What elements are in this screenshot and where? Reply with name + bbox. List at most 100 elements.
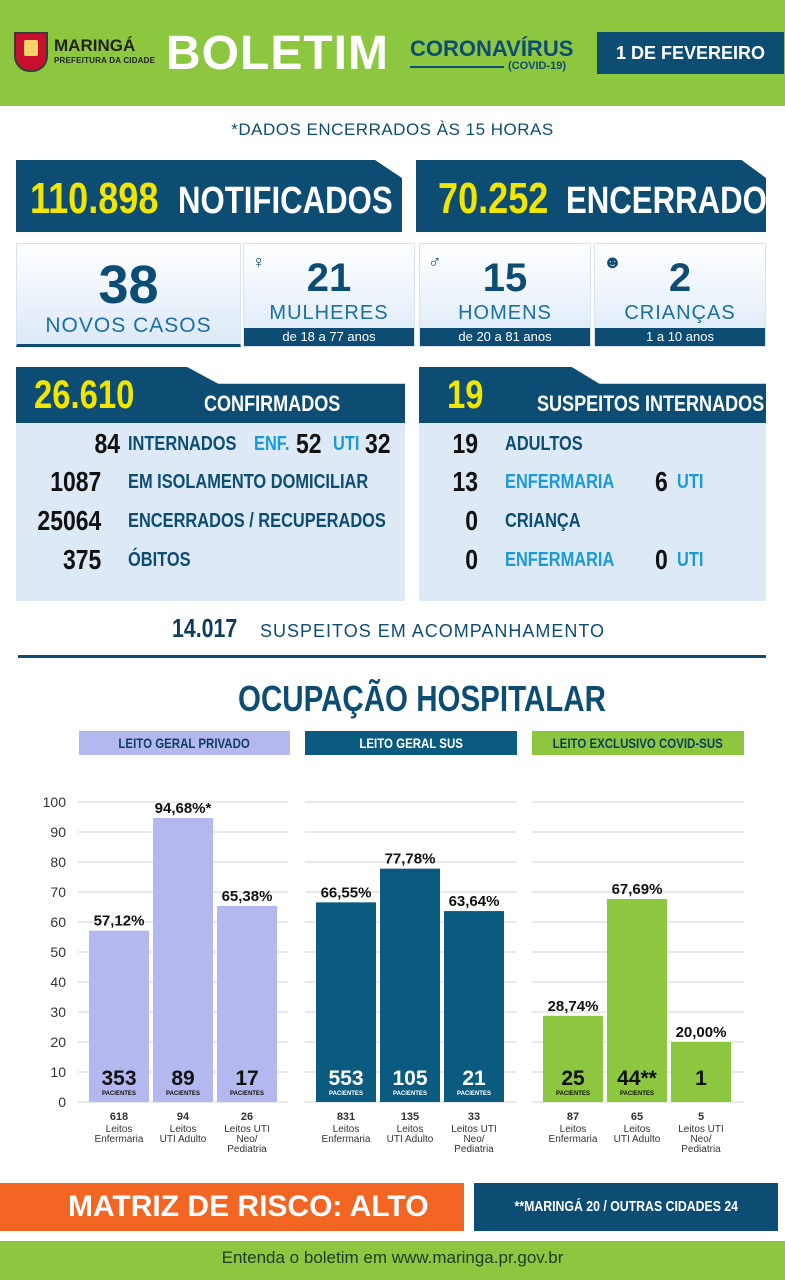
recuperados-row: 25064 ENCERRADOS / RECUPERADOS (16, 504, 442, 538)
bar-pacientes-value: 1 (695, 1067, 707, 1090)
bar-category-label: Leitos UTI (678, 1124, 724, 1135)
cat-header-covid-label: LEITO EXCLUSIVO COVID-SUS (552, 735, 724, 751)
divider (410, 66, 504, 68)
isolamento-label: EM ISOLAMENTO DOMICILIAR (128, 470, 369, 493)
bar-category-label: UTI Adulto (387, 1134, 434, 1145)
bar-pacientes-label: PACIENTES (329, 1091, 363, 1097)
enf-value: 52 (295, 428, 322, 459)
obitos-row: 375 ÓBITOS (16, 543, 204, 577)
bar-pacientes-value: 21 (462, 1067, 486, 1090)
cat-header-privado: LEITO GERAL PRIVADO (79, 731, 290, 755)
prefeitura-label: PREFEITURA DA CIDADE (54, 56, 156, 65)
bar-pct-label: 67,69% (612, 881, 663, 898)
isolamento-value: 1087 (50, 466, 102, 497)
criancas-card: ☻ 2 CRIANÇAS 1 a 10 anos (594, 243, 766, 347)
cat-header-privado-label: LEITO GERAL PRIVADO (118, 735, 251, 751)
cities-label: **MARINGÁ 20 / OUTRAS CIDADES 24 (514, 1198, 738, 1215)
footer-bar: Entenda o boletim em www.maringa.pr.gov.… (0, 1241, 785, 1280)
bar-category-label: Enfermaria (549, 1134, 598, 1145)
bar-pct-label: 63,64% (449, 893, 500, 910)
bar-pct-label: 94,68%* (155, 800, 212, 817)
notificados-label: NOTIFICADOS (178, 180, 393, 222)
y-tick-label: 70 (50, 884, 66, 900)
crianca-uti-label: UTI (676, 548, 703, 571)
recuperados-label: ENCERRADOS / RECUPERADOS (128, 509, 386, 532)
coronavirus-label: CORONAVÍRUS (410, 36, 574, 61)
data-cutoff-note: *DADOS ENCERRADOS ÀS 15 HORAS (231, 120, 554, 139)
crianca-row: 0 CRIANÇA (419, 504, 597, 538)
bar (607, 898, 667, 1102)
bar (153, 817, 213, 1102)
man-icon: ♂ (428, 252, 442, 272)
criancas-value: 2 (668, 256, 692, 300)
suspeitos-acompanhamento-label: SUSPEITOS EM ACOMPANHAMENTO (260, 621, 606, 641)
header-bar: MARINGÁ PREFEITURA DA CIDADE BOLETIM COR… (0, 0, 785, 106)
confirmados-header: 26.610 CONFIRMADOS (16, 367, 405, 423)
internados-row: 84 INTERNADOS ENF. 52 UTI 32 (16, 427, 396, 461)
homens-age: de 20 a 81 anos (420, 328, 590, 346)
bar-pacientes-label: PACIENTES (620, 1091, 654, 1097)
ocupacao-title: OCUPAÇÃO HOSPITALAR (238, 678, 606, 719)
bar-pacientes-value: 105 (392, 1067, 427, 1090)
bar-pacientes-value: 25 (561, 1067, 585, 1090)
adultos-uti-value: 6 (655, 466, 668, 497)
y-tick-label: 10 (50, 1064, 66, 1080)
bar-category-label: Neo/ (463, 1134, 484, 1145)
crianca-enfermaria-label: ENFERMARIA (505, 548, 615, 571)
novos-casos-label: NOVOS CASOS (45, 314, 212, 337)
bar-category-label: Pediatria (227, 1144, 267, 1155)
bar-leitos-value: 33 (468, 1111, 480, 1123)
cat-header-covid: LEITO EXCLUSIVO COVID-SUS (532, 731, 744, 755)
bar-pct-label: 77,78% (385, 851, 436, 868)
bar-leitos-value: 65 (631, 1111, 643, 1123)
bar-pacientes-label: PACIENTES (556, 1091, 590, 1097)
y-tick-label: 100 (43, 794, 67, 810)
cat-header-sus: LEITO GERAL SUS (305, 731, 517, 755)
bar-category-label: Neo/ (690, 1134, 711, 1145)
obitos-value: 375 (62, 544, 102, 575)
woman-icon: ♀ (252, 252, 266, 272)
encerrados-value: 70.252 (438, 174, 549, 223)
novos-casos-card: 38 NOVOS CASOS (16, 243, 241, 347)
enf-label: ENF. (254, 432, 290, 455)
city-name: MARINGÁ (54, 36, 136, 55)
city-crest-icon (14, 32, 48, 72)
bar-pct-label: 57,12% (94, 913, 145, 930)
adultos-uti-label: UTI (676, 470, 703, 493)
risk-matrix-label: MATRIZ DE RISCO: ALTO (68, 1190, 429, 1223)
bar-pacientes-label: PACIENTES (166, 1091, 200, 1097)
bar-leitos-value: 831 (337, 1111, 355, 1123)
homens-value: 15 (482, 256, 528, 300)
risk-matrix-banner: MATRIZ DE RISCO: ALTO (0, 1183, 464, 1231)
bar-pct-label: 28,74% (548, 998, 599, 1015)
bar-category-label: Leitos UTI (451, 1124, 497, 1135)
covid-label: (COVID-19) (508, 60, 567, 72)
bar-category-label: UTI Adulto (160, 1134, 207, 1145)
bar-category-label: UTI Adulto (614, 1134, 661, 1145)
bar-pacientes-label: PACIENTES (230, 1091, 264, 1097)
adultos-row: 19 ADULTOS (419, 427, 600, 461)
adultos-enfermaria-row: 13 ENFERMARIA 6 UTI (419, 465, 709, 499)
child-icon: ☻ (603, 252, 622, 272)
suspeitos-acompanhamento-value: 14.017 (172, 613, 238, 643)
bar (316, 902, 376, 1102)
notificados-banner: 110.898 NOTIFICADOS (16, 160, 402, 232)
bar-category-label: Pediatria (454, 1144, 494, 1155)
bar-category-label: Leitos (560, 1124, 587, 1135)
crianca-uti-value: 0 (655, 544, 668, 575)
bar-category-label: Neo/ (236, 1134, 257, 1145)
bar-category-label: Leitos UTI (224, 1124, 270, 1135)
bar-leitos-value: 26 (241, 1111, 253, 1123)
bar-pacientes-label: PACIENTES (393, 1091, 427, 1097)
mulheres-value: 21 (306, 256, 352, 300)
bar-leitos-value: 135 (401, 1111, 419, 1123)
crianca-enfermaria-value: 0 (465, 544, 479, 575)
footer-link-text[interactable]: Entenda o boletim em www.maringa.pr.gov.… (221, 1248, 564, 1267)
novos-casos-value: 38 (98, 255, 159, 315)
criancas-label: CRIANÇAS (624, 302, 736, 324)
crianca-label: CRIANÇA (505, 509, 581, 532)
suspeitos-internados-header: 19 SUSPEITOS INTERNADOS (419, 367, 766, 423)
confirmados-value: 26.610 (34, 373, 135, 417)
bar-category-label: Leitos (170, 1124, 197, 1135)
y-tick-label: 50 (50, 944, 66, 960)
